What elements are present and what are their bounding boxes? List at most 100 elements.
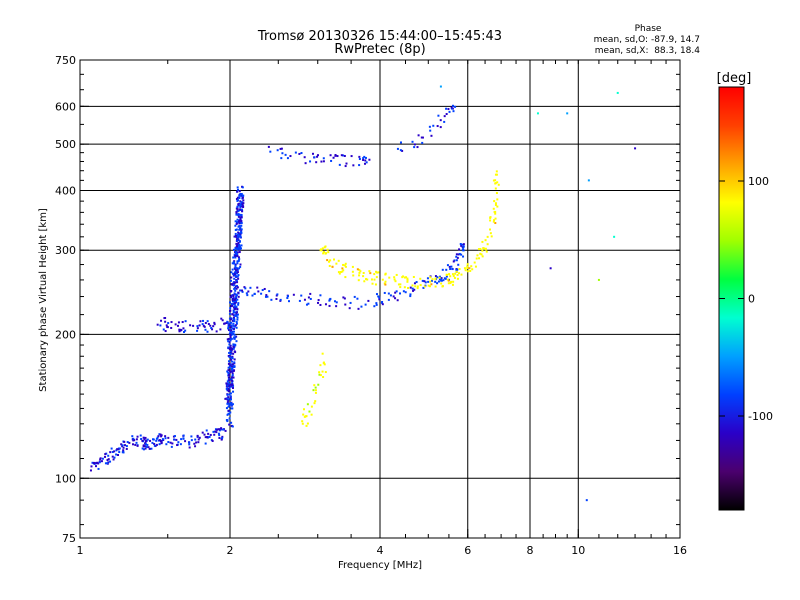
- data-point: [406, 278, 409, 281]
- data-point: [150, 447, 153, 450]
- data-point: [227, 360, 230, 363]
- data-point: [309, 292, 312, 295]
- data-point: [481, 240, 484, 243]
- data-point: [307, 296, 310, 299]
- data-point: [104, 462, 107, 465]
- data-point: [458, 248, 461, 251]
- data-point: [448, 273, 451, 276]
- y-tick-label: 400: [55, 184, 76, 197]
- data-point: [423, 285, 426, 288]
- data-point: [209, 433, 212, 436]
- data-point: [309, 160, 312, 163]
- data-point: [375, 302, 378, 305]
- data-point: [413, 146, 416, 149]
- data-point: [393, 278, 396, 281]
- data-point: [171, 442, 174, 445]
- data-point: [286, 157, 289, 160]
- colorbar-tick-label: 100: [748, 175, 769, 188]
- data-point: [370, 278, 373, 281]
- data-point: [223, 322, 226, 325]
- data-point: [450, 280, 453, 283]
- data-point: [389, 294, 392, 297]
- data-point: [394, 280, 397, 283]
- data-point: [237, 303, 240, 306]
- data-point: [235, 295, 238, 298]
- data-point: [207, 323, 210, 326]
- data-point: [484, 239, 487, 242]
- x-tick-label: 8: [527, 544, 534, 557]
- data-point: [240, 231, 243, 234]
- data-point: [231, 304, 234, 307]
- data-point: [302, 413, 305, 416]
- data-point: [208, 435, 211, 438]
- data-point: [122, 451, 125, 454]
- data-point: [234, 234, 237, 237]
- data-point: [420, 136, 423, 139]
- data-point: [234, 264, 237, 267]
- data-point: [396, 147, 399, 150]
- data-point: [445, 113, 448, 116]
- data-point: [237, 203, 240, 206]
- data-point: [192, 324, 195, 327]
- data-point: [235, 272, 238, 275]
- data-point: [334, 153, 337, 156]
- data-point: [405, 276, 408, 279]
- data-point: [442, 279, 445, 282]
- data-point: [322, 160, 325, 163]
- data-point: [343, 297, 346, 300]
- data-point: [109, 460, 112, 463]
- data-point: [325, 252, 328, 255]
- data-point: [240, 220, 243, 223]
- data-point: [230, 379, 233, 382]
- data-point: [496, 198, 499, 201]
- data-point: [286, 297, 289, 300]
- data-point: [246, 294, 249, 297]
- data-point: [233, 235, 236, 238]
- data-point: [144, 440, 147, 443]
- data-point: [232, 282, 235, 285]
- data-point: [419, 277, 422, 280]
- data-point: [227, 412, 230, 415]
- data-point: [311, 152, 314, 155]
- colorbar-tick-label: 0: [748, 293, 755, 306]
- x-tick-label: 4: [377, 544, 384, 557]
- data-point: [359, 270, 362, 273]
- data-point: [303, 298, 306, 301]
- data-point: [479, 252, 482, 255]
- data-point: [236, 218, 239, 221]
- data-point: [597, 278, 600, 281]
- data-point: [169, 441, 172, 444]
- data-point: [233, 302, 236, 305]
- data-point: [240, 289, 243, 292]
- data-point: [198, 324, 201, 327]
- data-point: [422, 286, 425, 289]
- data-point: [402, 275, 405, 278]
- data-point: [237, 220, 240, 223]
- data-point: [406, 280, 409, 283]
- data-point: [375, 276, 378, 279]
- data-point: [470, 265, 473, 268]
- data-point: [227, 372, 230, 375]
- data-point: [160, 441, 163, 444]
- data-point: [235, 311, 238, 314]
- data-point: [455, 253, 458, 256]
- data-point: [131, 443, 134, 446]
- data-point: [231, 330, 234, 333]
- data-point: [455, 268, 458, 271]
- data-point: [201, 323, 204, 326]
- data-point: [449, 282, 452, 285]
- data-point: [128, 441, 131, 444]
- data-point: [160, 434, 163, 437]
- y-tick-label: 750: [55, 54, 76, 67]
- data-point: [206, 436, 209, 439]
- data-point: [342, 154, 345, 157]
- data-point: [212, 430, 215, 433]
- data-point: [377, 295, 380, 298]
- data-point: [241, 203, 244, 206]
- data-point: [234, 287, 237, 290]
- data-point: [207, 432, 210, 435]
- data-point: [344, 276, 347, 279]
- data-point: [492, 179, 495, 182]
- data-point: [253, 292, 256, 295]
- data-point: [229, 350, 232, 353]
